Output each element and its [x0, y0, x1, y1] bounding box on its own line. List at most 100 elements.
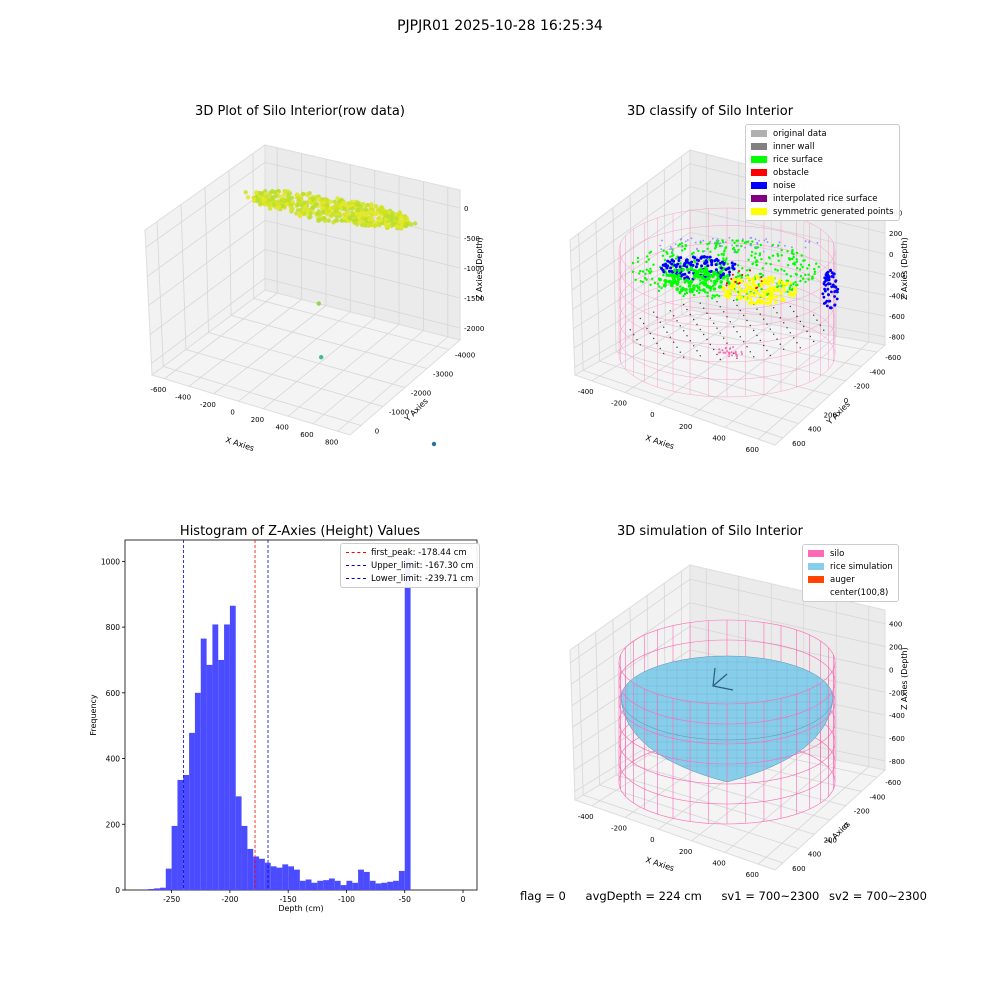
- classified-point: [758, 239, 760, 242]
- y-tick-label: 400: [808, 851, 821, 859]
- classified-point: [636, 256, 640, 260]
- obstacle-grid-point: [733, 326, 735, 328]
- classified-point: [651, 277, 654, 280]
- classified-point: [828, 282, 832, 286]
- classified-point: [786, 250, 789, 253]
- z-tick-label: -800: [889, 334, 905, 342]
- classified-point: [796, 267, 799, 270]
- simulation-3d-plot[interactable]: -400-20002004006006004002000-200-400-600…: [555, 550, 915, 880]
- raw-data-point: [405, 221, 410, 226]
- obstacle-grid-point: [636, 339, 638, 341]
- legend-entry: symmetric generated points: [751, 205, 894, 218]
- classified-point: [649, 283, 652, 286]
- raw-data-point: [299, 196, 304, 201]
- classified-point: [813, 267, 816, 271]
- classified-point: [647, 258, 650, 261]
- obstacle-grid-point: [816, 319, 818, 321]
- obstacle-grid-point: [803, 325, 805, 328]
- obstacle-grid-point: [813, 340, 815, 343]
- classified-point: [744, 287, 748, 291]
- obstacle-grid-point: [789, 305, 791, 308]
- classified-point: [833, 303, 837, 307]
- obstacle-grid-point: [756, 334, 758, 337]
- classified-point: [780, 254, 783, 257]
- x-tick-label: -400: [578, 813, 594, 821]
- classified-point: [793, 263, 796, 266]
- classified-point: [695, 289, 699, 292]
- classified-point: [675, 282, 679, 286]
- classified-point: [730, 261, 734, 265]
- raw-plot-title: 3D Plot of Silo Interior(row data): [195, 104, 405, 119]
- obstacle-grid-point: [659, 347, 661, 350]
- raw-3d-plot[interactable]: -600-400-20002004006008000-1000-2000-300…: [130, 130, 490, 460]
- classified-point: [734, 352, 737, 355]
- classified-point: [780, 297, 785, 301]
- z-tick-label: -600: [889, 735, 905, 743]
- classified-point: [796, 283, 799, 287]
- legend-label: first_peak: -178.44 cm: [371, 547, 467, 558]
- obstacle-grid-point: [629, 329, 631, 331]
- classified-point: [710, 261, 714, 264]
- raw-data-point: [275, 199, 281, 204]
- obstacle-grid-point: [736, 357, 738, 359]
- classified-point: [698, 279, 702, 282]
- classified-point: [738, 289, 743, 293]
- classified-point: [794, 272, 797, 276]
- histogram-bar: [154, 888, 160, 890]
- raw-data-point: [319, 200, 324, 205]
- classified-point: [827, 277, 831, 281]
- raw-data-point: [346, 201, 351, 206]
- histogram-legend: first_peak: -178.44 cm Upper_limit: -167.…: [340, 543, 480, 588]
- classified-point: [719, 266, 723, 270]
- obstacle-grid-point: [799, 347, 801, 349]
- raw-data-point: [281, 192, 287, 198]
- classified-point: [771, 287, 775, 291]
- classified-point: [671, 280, 676, 285]
- classified-point: [744, 282, 748, 287]
- classified-point: [761, 294, 765, 298]
- raw-data-point: [328, 213, 334, 219]
- classified-point: [777, 288, 781, 292]
- classified-point: [765, 281, 769, 285]
- classified-point: [677, 268, 681, 273]
- classified-point: [799, 279, 802, 283]
- classified-point: [724, 259, 727, 262]
- legend-label: noise: [773, 180, 796, 191]
- obstacle-grid-point: [703, 307, 705, 309]
- raw-data-point: [307, 199, 312, 204]
- obstacle-grid-point: [679, 325, 681, 327]
- classified-point: [765, 238, 768, 240]
- classified-point: [785, 282, 789, 287]
- classified-point: [774, 300, 778, 304]
- obstacle-grid-point: [659, 321, 661, 323]
- raw-data-point: [403, 216, 408, 221]
- classified-point: [724, 351, 727, 354]
- histogram-chart[interactable]: -250 -200 -150 -100 -50 0 0 200 400 600 800 1000 D…: [80, 535, 490, 920]
- obstacle-grid-point: [656, 342, 658, 345]
- classified-point: [718, 261, 722, 265]
- classified-point: [794, 281, 797, 284]
- histogram-bar: [358, 869, 364, 890]
- classified-point: [738, 292, 742, 296]
- y-tick-label: -4000: [455, 352, 475, 360]
- classified-point: [682, 264, 686, 268]
- histogram-bar: [218, 659, 225, 890]
- z-tick-label: -200: [889, 689, 905, 697]
- raw-data-point: [350, 213, 355, 218]
- raw-data-point: [362, 203, 367, 208]
- classified-point: [690, 237, 693, 240]
- histogram-bar: [171, 825, 178, 890]
- classified-point: [760, 287, 763, 291]
- obstacle-grid-point: [686, 308, 688, 311]
- histogram-y-label: Frequency: [89, 694, 98, 736]
- classified-point: [786, 290, 789, 293]
- y-tick-label: -200: [854, 383, 870, 391]
- legend-label: auger: [830, 574, 855, 585]
- legend-swatch: [808, 589, 824, 596]
- classified-point: [771, 294, 775, 298]
- legend-swatch: [751, 182, 767, 189]
- sv1-text: sv1 = 700~2300: [721, 889, 820, 903]
- z-tick-label: 0: [464, 205, 468, 213]
- raw-data-point: [354, 222, 360, 227]
- legend-label: inner wall: [773, 141, 815, 152]
